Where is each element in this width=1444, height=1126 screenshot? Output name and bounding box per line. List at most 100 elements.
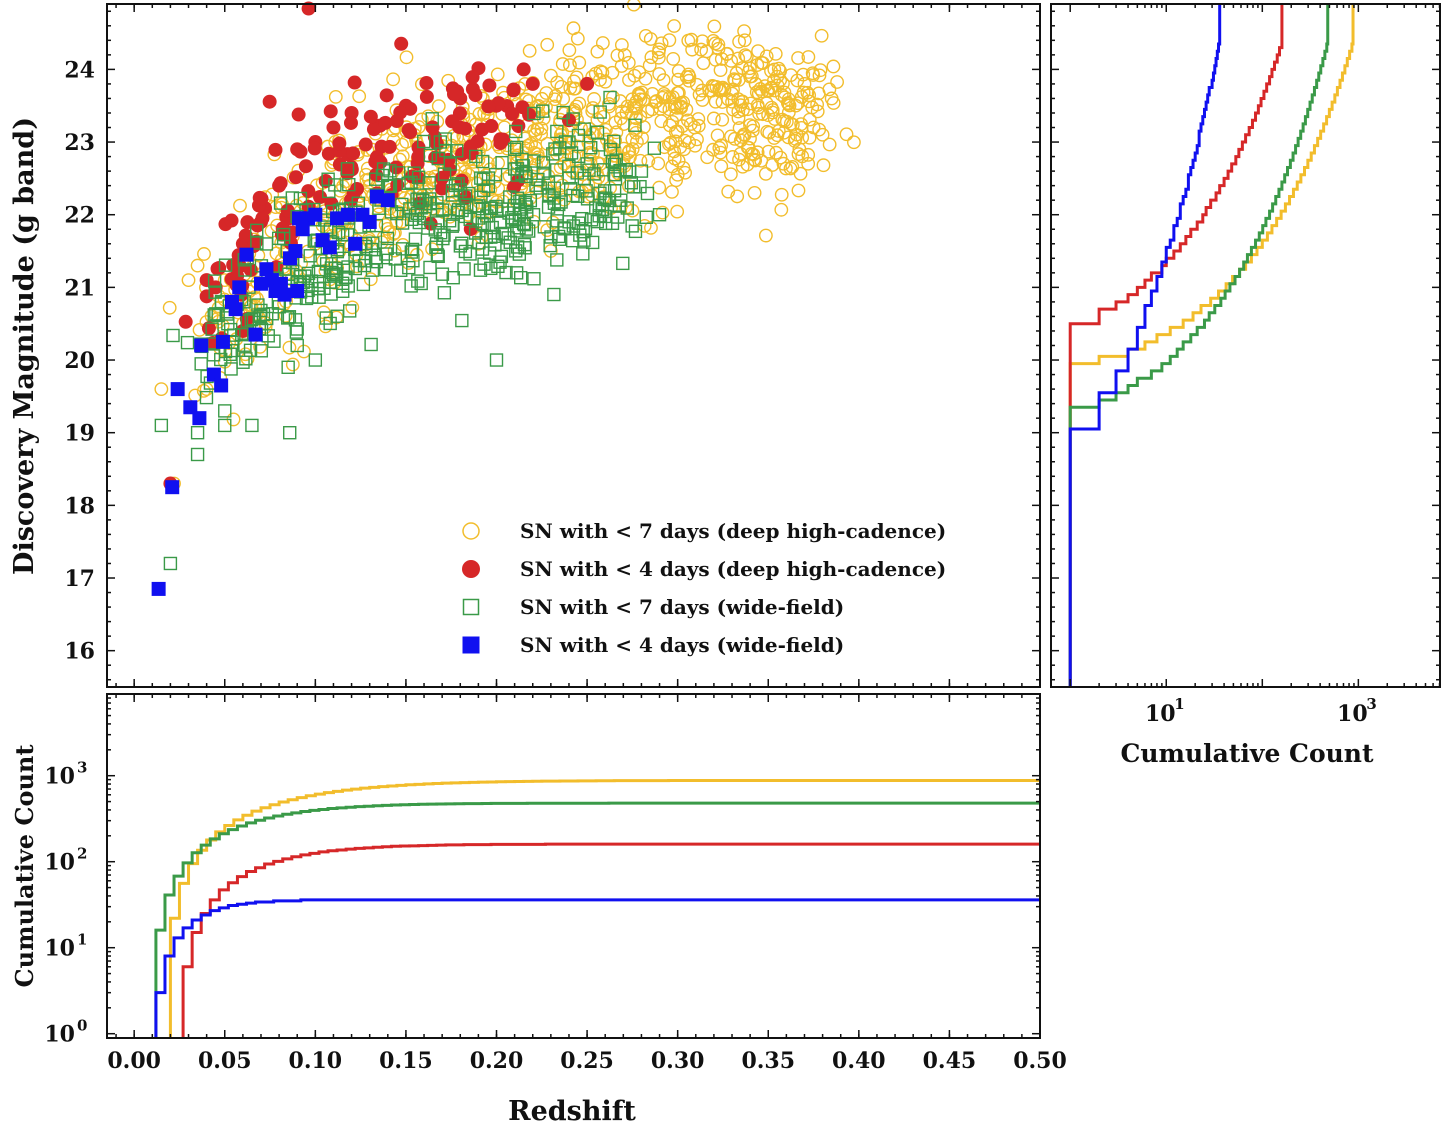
data-point bbox=[777, 114, 791, 129]
data-point bbox=[666, 52, 681, 66]
legend-label: SN with < 4 days (wide-field) bbox=[520, 633, 844, 657]
data-point bbox=[395, 242, 410, 256]
data-point bbox=[713, 145, 728, 160]
data-point bbox=[363, 272, 378, 287]
data-point bbox=[233, 198, 247, 213]
x-tick-label: 0.25 bbox=[560, 1048, 614, 1074]
data-point bbox=[330, 211, 345, 226]
data-point bbox=[373, 155, 388, 170]
data-point bbox=[662, 90, 677, 105]
data-point bbox=[805, 100, 820, 115]
data-point bbox=[550, 124, 564, 139]
data-point bbox=[289, 325, 304, 339]
x-tick-label: 0.30 bbox=[651, 1048, 705, 1074]
data-point bbox=[194, 357, 208, 371]
data-point bbox=[547, 181, 562, 195]
data-point bbox=[411, 170, 426, 185]
data-point bbox=[627, 180, 641, 194]
data-point bbox=[281, 360, 295, 374]
data-point bbox=[536, 104, 550, 118]
data-point bbox=[510, 191, 525, 205]
data-point bbox=[345, 300, 360, 315]
data-point bbox=[435, 267, 450, 281]
data-point bbox=[743, 96, 758, 111]
data-point bbox=[431, 99, 446, 113]
x-tick-label: 10 bbox=[1337, 701, 1368, 727]
data-point bbox=[567, 74, 581, 89]
data-point bbox=[791, 96, 805, 111]
data-point bbox=[206, 367, 221, 382]
legend-entry: SN with < 4 days (wide-field) bbox=[462, 633, 844, 657]
data-point bbox=[748, 153, 763, 168]
data-point bbox=[481, 99, 496, 114]
data-point bbox=[183, 400, 198, 415]
data-point bbox=[607, 134, 621, 149]
data-point bbox=[458, 209, 472, 224]
data-point bbox=[291, 107, 306, 122]
data-point bbox=[527, 106, 541, 121]
data-point bbox=[572, 149, 586, 164]
data-point bbox=[570, 189, 585, 203]
data-point bbox=[465, 70, 480, 85]
data-point bbox=[190, 425, 205, 440]
data-point bbox=[801, 156, 816, 171]
data-point bbox=[791, 147, 806, 161]
data-point bbox=[577, 171, 592, 186]
data-point bbox=[364, 337, 378, 352]
data-point bbox=[510, 240, 525, 254]
data-point bbox=[719, 47, 734, 62]
data-point bbox=[614, 38, 629, 52]
data-point bbox=[431, 216, 445, 230]
data-point bbox=[630, 135, 644, 149]
x-tick-label: 0.15 bbox=[379, 1048, 433, 1074]
data-point bbox=[556, 105, 570, 120]
data-point bbox=[714, 159, 729, 174]
data-point bbox=[248, 327, 263, 342]
data-point bbox=[218, 258, 233, 272]
data-point bbox=[319, 311, 333, 325]
data-point bbox=[192, 411, 207, 426]
data-point bbox=[438, 132, 452, 146]
y-tick-exponent: 1 bbox=[77, 931, 87, 949]
data-point bbox=[506, 82, 521, 97]
data-point bbox=[503, 235, 517, 249]
data-point bbox=[847, 135, 861, 150]
data-point bbox=[731, 104, 746, 119]
data-point bbox=[380, 241, 394, 256]
data-point bbox=[430, 248, 445, 262]
data-point bbox=[240, 314, 254, 328]
data-point bbox=[405, 242, 420, 257]
data-point bbox=[598, 209, 612, 224]
data-point bbox=[802, 130, 817, 145]
data-point bbox=[551, 229, 566, 244]
main-y-axis-title: Discovery Magnitude (g band) bbox=[9, 117, 40, 575]
data-point bbox=[814, 28, 829, 43]
data-point bbox=[402, 260, 416, 275]
data-point bbox=[430, 195, 444, 210]
data-point bbox=[596, 109, 611, 124]
data-point bbox=[283, 426, 297, 440]
data-point bbox=[301, 266, 316, 281]
data-point bbox=[288, 170, 303, 185]
data-point bbox=[151, 581, 166, 596]
data-point bbox=[215, 334, 230, 349]
bottom-y-axis-title: Cumulative Count bbox=[10, 745, 39, 988]
data-point bbox=[437, 167, 452, 181]
data-point bbox=[751, 44, 765, 59]
data-point bbox=[550, 207, 565, 221]
data-point bbox=[395, 197, 409, 212]
data-point bbox=[582, 163, 596, 177]
data-point bbox=[509, 266, 524, 280]
data-point bbox=[773, 64, 788, 79]
data-point bbox=[536, 111, 551, 126]
data-point bbox=[516, 62, 531, 77]
data-point bbox=[429, 240, 443, 254]
data-point bbox=[791, 51, 805, 65]
data-point bbox=[419, 89, 434, 104]
data-point bbox=[710, 128, 725, 143]
data-point bbox=[533, 181, 547, 195]
data-point bbox=[770, 128, 785, 143]
right-x-axis-title: Cumulative Count bbox=[1120, 739, 1374, 768]
data-point bbox=[273, 276, 288, 291]
data-point bbox=[369, 189, 384, 204]
